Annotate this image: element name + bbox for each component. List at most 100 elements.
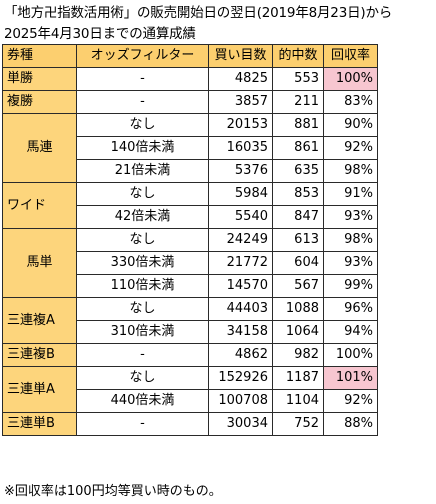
bet-count-cell: 4862	[208, 343, 273, 367]
return-rate-cell: 93%	[323, 205, 378, 229]
table-row: 21倍未満 5376 635 98%	[3, 159, 378, 183]
odds-filter-cell: -	[76, 343, 209, 367]
bet-count-cell: 152926	[208, 366, 273, 390]
table-row: 110倍未満 14570 567 99%	[3, 274, 378, 298]
hit-count-cell: 1088	[272, 297, 324, 321]
odds-filter-cell: なし	[76, 182, 209, 206]
odds-filter-cell: なし	[76, 297, 209, 321]
title-line-1: 「地方卍指数活用術」の販売開始日の翌日(2019年8月23日)から	[4, 5, 393, 21]
odds-filter-cell: なし	[76, 366, 209, 390]
table-row: 42倍未満 5540 847 93%	[3, 205, 378, 229]
table-row: 馬単 なし 24249 613 98%	[2, 228, 378, 298]
bet-type-cell: 三連複A	[2, 297, 77, 344]
odds-filter-cell: -	[76, 67, 209, 91]
return-rate-cell: 90%	[323, 113, 378, 137]
bet-type-cell: ワイド	[2, 182, 77, 229]
hit-count-cell: 635	[272, 159, 324, 183]
footnote: ※回収率は100円均等買い時のもの。	[4, 484, 222, 499]
hit-count-cell: 982	[272, 343, 324, 367]
odds-filter-cell: 310倍未満	[76, 320, 209, 344]
odds-filter-cell: 42倍未満	[76, 205, 209, 229]
return-rate-cell: 88%	[323, 412, 378, 436]
bet-type-cell: 単勝	[2, 67, 77, 91]
bet-type-cell: 馬単	[2, 228, 77, 298]
odds-filter-cell: 330倍未満	[76, 251, 209, 275]
table-row: 330倍未満 21772 604 93%	[3, 251, 378, 275]
bet-count-cell: 5540	[208, 205, 273, 229]
hit-count-cell: 853	[272, 182, 324, 206]
hit-count-cell: 752	[272, 412, 324, 436]
return-rate-cell: 96%	[323, 297, 378, 321]
bet-count-cell: 100708	[208, 389, 273, 413]
return-rate-cell: 98%	[323, 159, 378, 183]
bet-count-cell: 21772	[208, 251, 273, 275]
return-rate-cell: 92%	[323, 136, 378, 160]
return-rate-cell: 99%	[323, 274, 378, 298]
bet-count-cell: 16035	[208, 136, 273, 160]
bet-type-cell: 三連単A	[2, 366, 77, 413]
bet-count-cell: 14570	[208, 274, 273, 298]
table-row: 馬連 なし 20153 881 90%	[2, 113, 378, 183]
odds-filter-cell: 110倍未満	[76, 274, 209, 298]
return-rate-cell: 100%	[323, 67, 378, 91]
header-return-rate: 回収率	[323, 44, 378, 68]
table-header-row: 券種 オッズフィルター 買い目数 的中数 回収率	[2, 44, 378, 68]
table-row: 140倍未満 16035 861 92%	[3, 136, 378, 160]
bet-count-cell: 24249	[208, 228, 273, 252]
bet-count-cell: 4825	[208, 67, 273, 91]
table-row: 単勝 - 4825 553 100%	[2, 67, 378, 91]
odds-filter-cell: 440倍未満	[76, 389, 209, 413]
table-row: 三連単A なし 152926 1187 101%	[2, 366, 378, 413]
table-row: ワイド なし 5984 853 91%	[2, 182, 378, 229]
hit-count-cell: 861	[272, 136, 324, 160]
hit-count-cell: 1187	[272, 366, 324, 390]
bet-count-cell: 5376	[208, 159, 273, 183]
bet-count-cell: 34158	[208, 320, 273, 344]
table-row: 三連単B - 30034 752 88%	[2, 412, 378, 436]
bet-type-cell: 三連単B	[2, 412, 77, 436]
header-bet-type: 券種	[2, 44, 77, 68]
bet-count-cell: 5984	[208, 182, 273, 206]
header-bet-count: 買い目数	[208, 44, 273, 68]
odds-filter-cell: なし	[76, 228, 209, 252]
bet-count-cell: 3857	[208, 90, 273, 114]
bet-count-cell: 30034	[208, 412, 273, 436]
bet-count-cell: 20153	[208, 113, 273, 137]
odds-filter-cell: なし	[76, 113, 209, 137]
return-rate-cell: 93%	[323, 251, 378, 275]
table-row: 三連複B - 4862 982 100%	[2, 343, 378, 367]
odds-filter-cell: -	[76, 412, 209, 436]
return-rate-cell: 83%	[323, 90, 378, 114]
odds-filter-cell: 21倍未満	[76, 159, 209, 183]
table-row: 310倍未満 34158 1064 94%	[3, 320, 378, 344]
bet-type-cell: 馬連	[2, 113, 77, 183]
table-row: 複勝 - 3857 211 83%	[2, 90, 378, 114]
table-row: 三連複A なし 44403 1088 96%	[2, 297, 378, 344]
return-rate-cell: 92%	[323, 389, 378, 413]
bet-type-cell: 三連複B	[2, 343, 77, 367]
return-rate-cell: 94%	[323, 320, 378, 344]
hit-count-cell: 1104	[272, 389, 324, 413]
header-hit-count: 的中数	[272, 44, 324, 68]
return-rate-cell: 98%	[323, 228, 378, 252]
hit-count-cell: 613	[272, 228, 324, 252]
return-rate-cell: 91%	[323, 182, 378, 206]
hit-count-cell: 211	[272, 90, 324, 114]
hit-count-cell: 881	[272, 113, 324, 137]
results-table: 券種 オッズフィルター 買い目数 的中数 回収率 単勝 - 4825 553 1…	[2, 44, 378, 436]
bet-type-cell: 複勝	[2, 90, 77, 114]
table-row: 440倍未満 100708 1104 92%	[3, 389, 378, 413]
hit-count-cell: 1064	[272, 320, 324, 344]
header-odds-filter: オッズフィルター	[76, 44, 209, 68]
odds-filter-cell: -	[76, 90, 209, 114]
hit-count-cell: 553	[272, 67, 324, 91]
hit-count-cell: 847	[272, 205, 324, 229]
page-title: 「地方卍指数活用術」の販売開始日の翌日(2019年8月23日)から 2025年4…	[4, 3, 432, 45]
bet-count-cell: 44403	[208, 297, 273, 321]
hit-count-cell: 567	[272, 274, 324, 298]
title-line-2: 2025年4月30日までの通算成績	[4, 26, 196, 42]
return-rate-cell: 100%	[323, 343, 378, 367]
odds-filter-cell: 140倍未満	[76, 136, 209, 160]
hit-count-cell: 604	[272, 251, 324, 275]
return-rate-cell: 101%	[323, 366, 378, 390]
